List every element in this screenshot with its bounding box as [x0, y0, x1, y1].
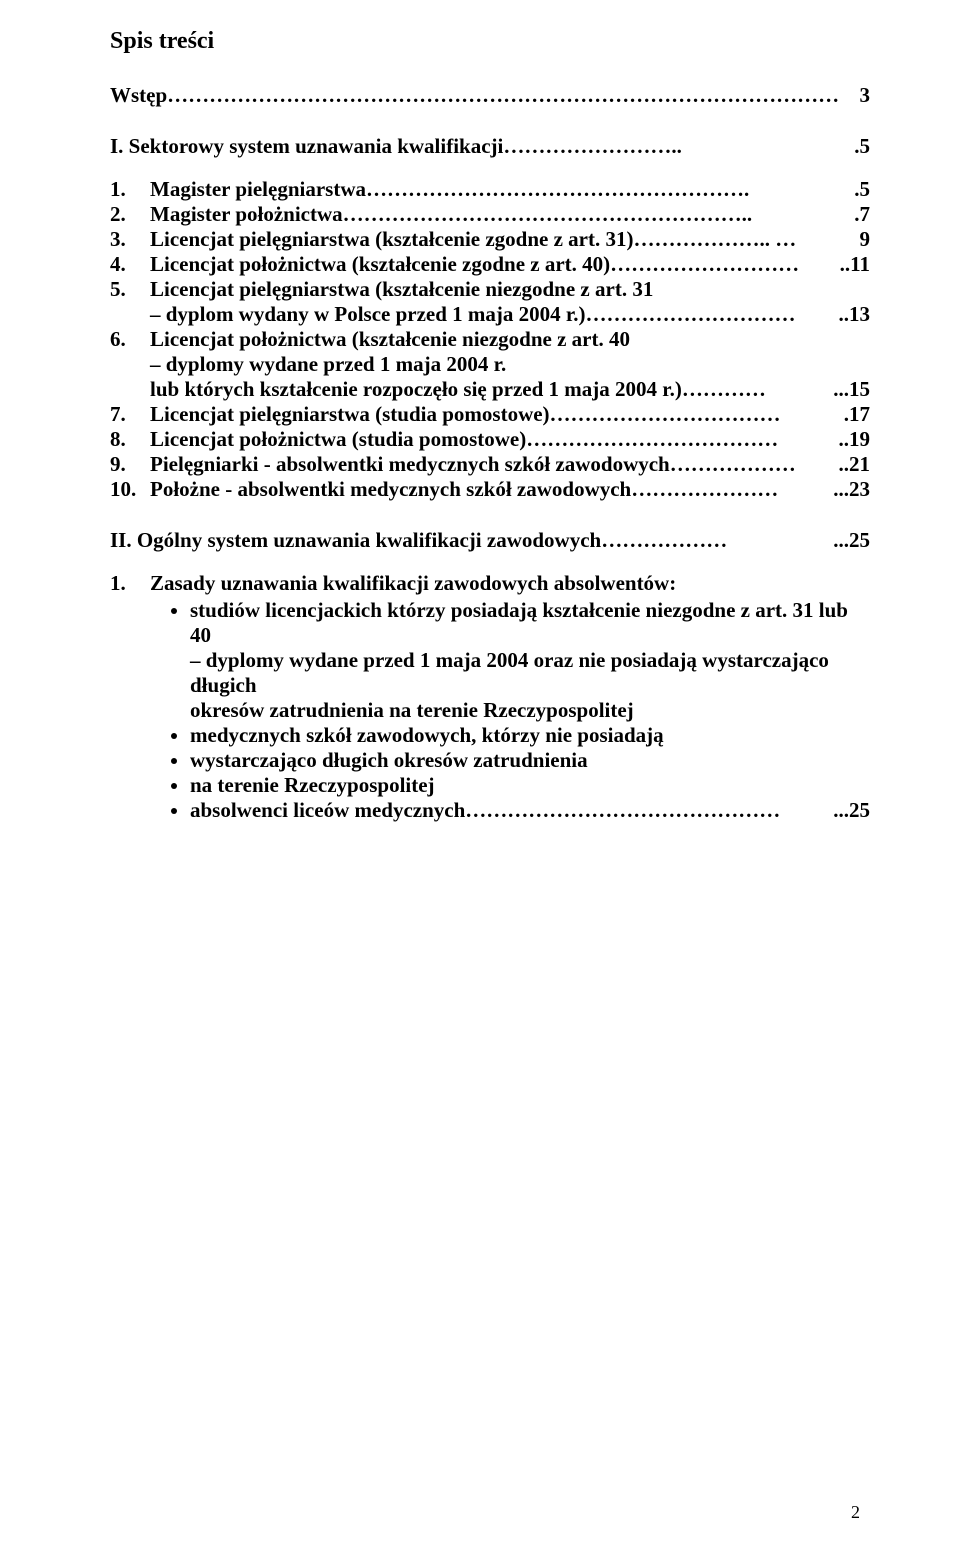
bullet-line: – dyplomy wydane przed 1 maja 2004 oraz …: [190, 648, 870, 698]
page-number: 2: [851, 1502, 860, 1523]
item-label: Zasady uznawania kwalifikacji zawodowych…: [150, 571, 676, 596]
bullet-page: ...25: [833, 798, 870, 823]
intro-row: Wstęp …………………………………………………………………………………… 3: [110, 83, 870, 108]
intro-page: 3: [860, 83, 871, 108]
item-sub2: lub których kształcenie rozpoczęło się p…: [150, 377, 682, 402]
item-label: Położne - absolwentki medycznych szkół z…: [150, 477, 631, 502]
item-page: .7: [854, 202, 870, 227]
section-2-label: II. Ogólny system uznawania kwalifikacji…: [110, 528, 601, 553]
item-label: Magister pielęgniarstwa: [150, 177, 366, 202]
item-dots: ………………………………: [526, 427, 836, 452]
item-label: Licencjat pielęgniarstwa (kształcenie ni…: [150, 277, 653, 302]
item-num: 9.: [110, 452, 150, 477]
toc-item: 2. Magister położnictwa ……………………………………………: [110, 202, 870, 227]
item-num: 5.: [110, 277, 150, 302]
item-dots: ……………….. …: [633, 227, 857, 252]
toc-item: 7. Licencjat pielęgniarstwa (studia pomo…: [110, 402, 870, 427]
section-1-heading: I. Sektorowy system uznawania kwalifikac…: [110, 134, 870, 159]
bullet-line: wystarczająco długich okresów zatrudnien…: [190, 748, 870, 773]
bullet-item: wystarczająco długich okresów zatrudnien…: [190, 748, 870, 773]
section-1-label: I. Sektorowy system uznawania kwalifikac…: [110, 134, 503, 159]
item-dots: ………………: [670, 452, 837, 477]
item-sub2-page: ...15: [833, 377, 870, 402]
toc-list-1: 1. Magister pielęgniarstwa ……………………………………: [110, 177, 870, 502]
bullet-line: absolwenci liceów medycznych: [190, 798, 465, 823]
item-dots: ……………………………: [550, 402, 842, 427]
item-num: 6.: [110, 327, 150, 352]
section-2-page: ...25: [833, 528, 870, 553]
toc-title: Spis treści: [110, 28, 870, 55]
item-label: Licencjat pielęgniarstwa (studia pomosto…: [150, 402, 550, 427]
item-sub1: – dyplomy wydane przed 1 maja 2004 r.: [150, 352, 506, 377]
section-2-dots: ………………: [601, 528, 831, 553]
item-dots: ……………………………………………….: [366, 177, 852, 202]
item-dots: ………………………: [610, 252, 838, 277]
item-sub1: – dyplom wydany w Polsce przed 1 maja 20…: [150, 302, 586, 327]
item-num: 1.: [110, 177, 150, 202]
item-page: .17: [844, 402, 870, 427]
toc-item: 10. Położne - absolwentki medycznych szk…: [110, 477, 870, 502]
toc-item: 5. Licencjat pielęgniarstwa (kształcenie…: [110, 277, 870, 327]
toc-item: 9. Pielęgniarki - absolwentki medycznych…: [110, 452, 870, 477]
item-num: 2.: [110, 202, 150, 227]
toc-list-2: 1. Zasady uznawania kwalifikacji zawodow…: [110, 571, 870, 823]
bullet-list: studiów licencjackich którzy posiadają k…: [190, 598, 870, 823]
item-page: ...23: [833, 477, 870, 502]
item-page: .5: [854, 177, 870, 202]
item-label: Licencjat położnictwa (kształcenie niezg…: [150, 327, 630, 352]
item-num: 4.: [110, 252, 150, 277]
item-label: Magister położnictwa: [150, 202, 343, 227]
section-1-dots: ……………………..: [503, 134, 852, 159]
bullet-item: absolwenci liceów medycznych ………………………………: [190, 798, 870, 823]
section-2-heading: II. Ogólny system uznawania kwalifikacji…: [110, 528, 870, 553]
item-sub2-dots: …………: [682, 377, 831, 402]
item-dots: …………………: [631, 477, 831, 502]
item-sub1-dots: …………………………: [586, 302, 837, 327]
item-num: 1.: [110, 571, 150, 596]
toc-item: 1. Magister pielęgniarstwa ……………………………………: [110, 177, 870, 202]
item-sub1-page: ..13: [839, 302, 871, 327]
bullet-dots: ………………………………………: [465, 798, 831, 823]
item-num: 10.: [110, 477, 150, 502]
toc-item: 3. Licencjat pielęgniarstwa (kształcenie…: [110, 227, 870, 252]
intro-dots: ……………………………………………………………………………………: [167, 83, 857, 108]
bullet-line: medycznych szkół zawodowych, którzy nie …: [190, 723, 870, 748]
item-num: 3.: [110, 227, 150, 252]
item-num: 7.: [110, 402, 150, 427]
bullet-item: medycznych szkół zawodowych, którzy nie …: [190, 723, 870, 748]
toc-item: 1. Zasady uznawania kwalifikacji zawodow…: [110, 571, 870, 823]
bullet-line: na terenie Rzeczypospolitej: [190, 773, 870, 798]
item-num: 8.: [110, 427, 150, 452]
item-page: 9: [860, 227, 871, 252]
section-1-page: .5: [854, 134, 870, 159]
item-page: ..11: [840, 252, 870, 277]
page-container: Spis treści Wstęp ……………………………………………………………: [0, 0, 960, 1543]
item-label: Licencjat położnictwa (kształcenie zgodn…: [150, 252, 610, 277]
item-page: ..19: [839, 427, 871, 452]
intro-label: Wstęp: [110, 83, 167, 108]
item-label: Pielęgniarki - absolwentki medycznych sz…: [150, 452, 670, 477]
toc-item: 8. Licencjat położnictwa (studia pomosto…: [110, 427, 870, 452]
bullet-item: studiów licencjackich którzy posiadają k…: [190, 598, 870, 723]
toc-item: 4. Licencjat położnictwa (kształcenie zg…: [110, 252, 870, 277]
item-label: Licencjat położnictwa (studia pomostowe): [150, 427, 526, 452]
item-dots: …………………………………………………..: [343, 202, 853, 227]
toc-item: 6. Licencjat położnictwa (kształcenie ni…: [110, 327, 870, 402]
bullet-item: na terenie Rzeczypospolitej: [190, 773, 870, 798]
item-page: ..21: [839, 452, 871, 477]
bullet-line: studiów licencjackich którzy posiadają k…: [190, 598, 870, 648]
bullet-line: okresów zatrudnienia na terenie Rzeczypo…: [190, 698, 870, 723]
item-label: Licencjat pielęgniarstwa (kształcenie zg…: [150, 227, 633, 252]
